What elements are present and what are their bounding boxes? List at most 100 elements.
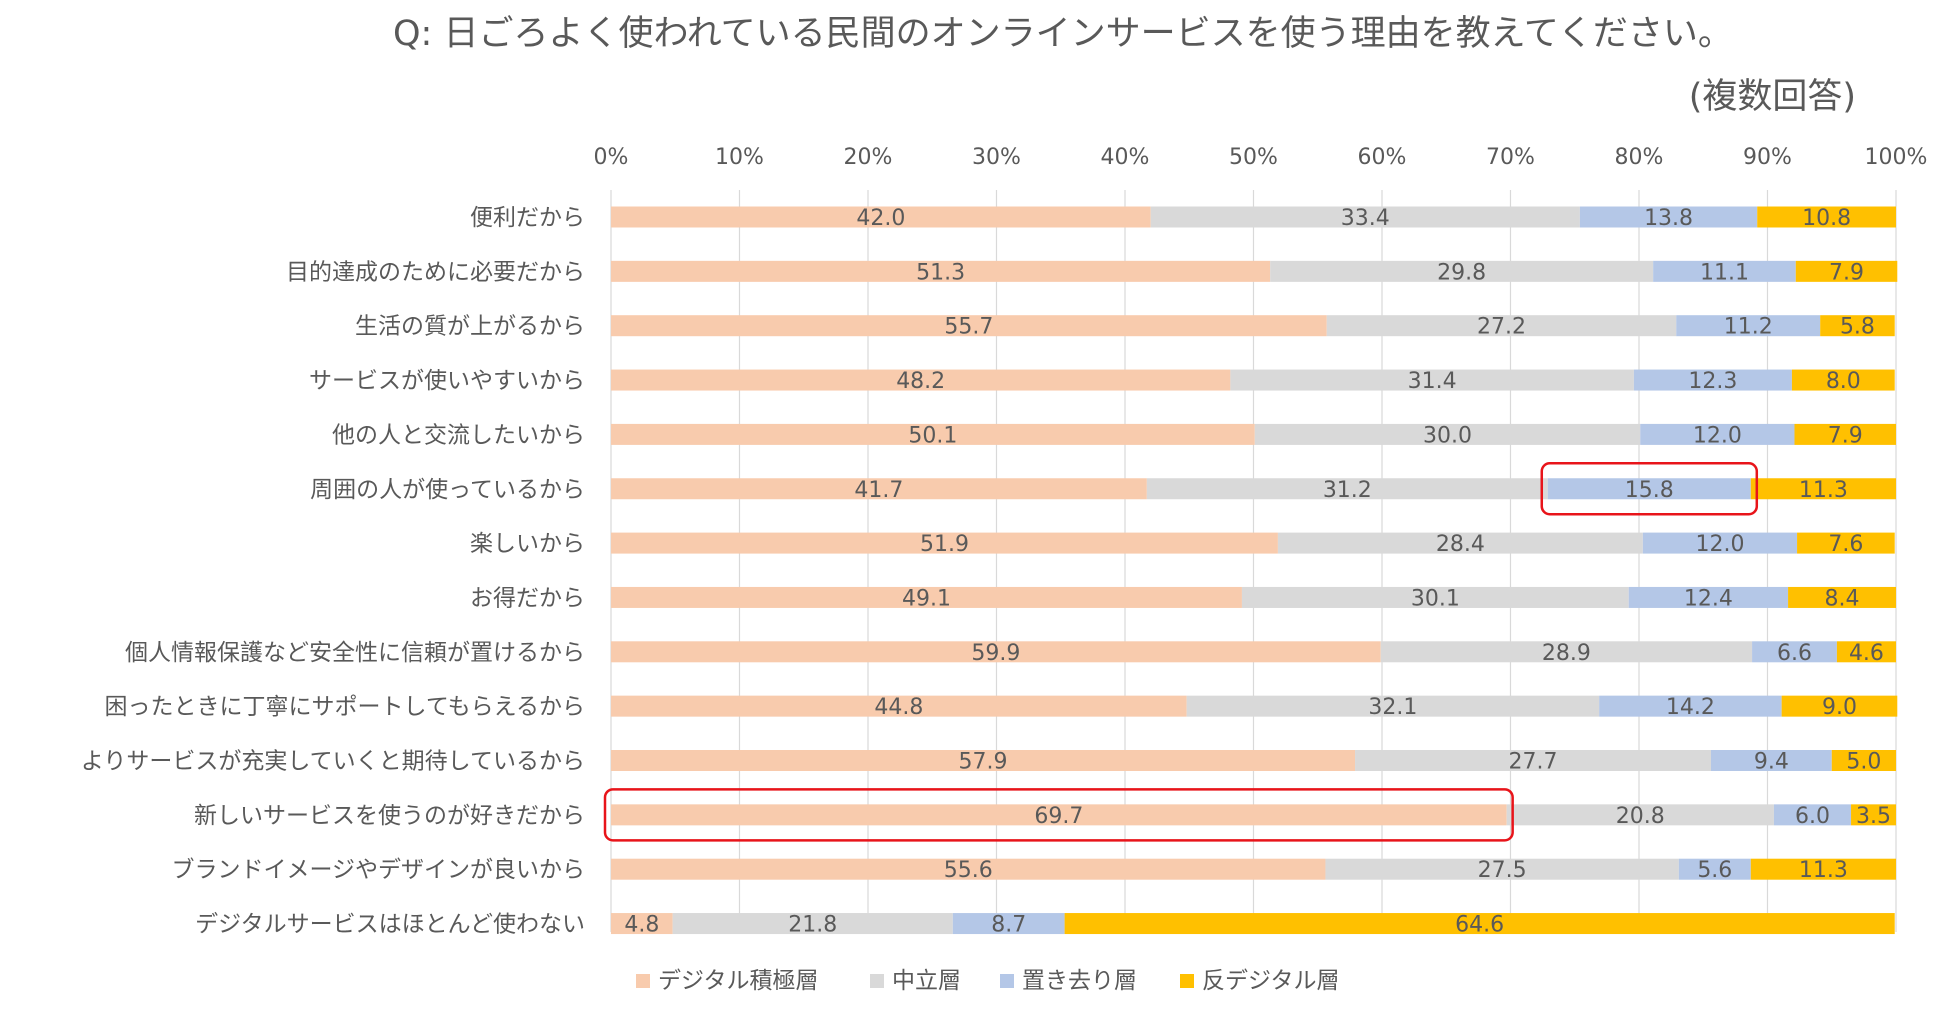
data-label: 30.1 [1411,586,1460,611]
legend-swatch [870,974,884,988]
legend: デジタル積極層 中立層 置き去り層 反デジタル層 [636,968,1340,994]
bar-segment [611,260,1271,282]
x-tick-label: 70% [1486,145,1535,170]
data-label: 12.4 [1684,586,1733,611]
bar-segment [1642,532,1798,554]
bar-segment [1773,804,1852,826]
data-label: 49.1 [902,586,951,611]
data-label: 27.7 [1508,750,1557,775]
bar-segment [611,858,1326,880]
bar-segment [1186,695,1600,717]
x-axis-ticks: 0% 10% 20% 30% 40% 50% 60% 70% 80% 90% 100% [594,145,1928,170]
data-label: 33.4 [1341,206,1390,231]
bar-segment [1270,260,1654,282]
data-label: 13.8 [1644,206,1693,231]
legend-swatch [1180,974,1194,988]
bar-segment [611,750,1356,771]
data-label: 42.0 [856,206,905,231]
data-label: 7.6 [1828,532,1863,557]
legend-swatch [1000,974,1014,988]
x-tick-label: 30% [972,145,1021,170]
bar-segment [1380,641,1753,663]
data-label: 7.9 [1828,423,1863,448]
data-label: 32.1 [1368,695,1417,720]
bar-segment [611,913,673,935]
legend-swatch [636,974,650,988]
bar-segment [611,532,1278,554]
data-label: 51.3 [916,260,965,285]
bar-segment [1678,858,1751,880]
category-label: デジタルサービスはほとんど使わない [195,912,585,938]
highlight-box [603,788,1514,842]
legend-label: 中立層 [892,968,961,994]
bar-segment [1676,315,1821,337]
bar-segment [1781,695,1898,717]
data-label: 7.9 [1829,260,1864,285]
category-label: サービスが使いやすいから [309,368,585,394]
bar-segment [1710,750,1832,771]
chart-subtitle: (複数回答) [1689,77,1856,117]
data-labels: 42.0 33.4 13.8 10.8 51.3 29.8 11.1 7.9 55.7 27.2 1… [624,206,1891,938]
category-label: お得だから [470,585,585,611]
bar-segment [672,913,953,935]
bar-segment [611,423,1255,445]
bar-segment [1230,369,1634,391]
bar-segment [611,641,1381,663]
x-tick-label: 40% [1101,145,1150,170]
data-label: 8.0 [1826,369,1861,394]
category-label: よりサービスが充実していくと期待しているから [81,749,585,775]
data-label: 6.6 [1777,641,1812,666]
data-label: 11.3 [1799,478,1848,503]
data-label: 10.8 [1802,206,1851,231]
bar-segment [611,206,1151,228]
bar-segment [1788,586,1896,608]
data-label: 27.2 [1477,315,1526,340]
bar-segment [1547,478,1751,500]
x-tick-label: 0% [594,145,629,170]
bar-segment [1579,206,1758,228]
x-tick-label: 60% [1358,145,1407,170]
data-label: 14.2 [1666,695,1715,720]
category-label: 新しいサービスを使うのが好きだから [194,803,585,829]
bars [611,206,1898,935]
data-label: 50.1 [908,423,957,448]
data-label: 4.8 [624,913,659,938]
category-label: 便利だから [470,205,585,231]
data-label: 28.9 [1542,641,1591,666]
data-label: 4.6 [1849,641,1884,666]
data-label: 29.8 [1437,260,1486,285]
data-label: 30.0 [1423,423,1472,448]
bar-segment [1599,695,1782,717]
data-label: 27.5 [1478,858,1527,883]
bar-segment [1752,641,1837,663]
data-label: 12.3 [1688,369,1737,394]
data-label: 9.0 [1822,695,1857,720]
data-label: 64.6 [1455,913,1504,938]
bar-segment [1795,260,1898,282]
data-label: 5.8 [1840,315,1875,340]
x-tick-label: 50% [1229,145,1278,170]
data-label: 8.4 [1825,586,1860,611]
x-tick-label: 90% [1743,145,1792,170]
category-label: 個人情報保護など安全性に信頼が置けるから [125,640,585,666]
bar-segment [1831,750,1896,771]
bar-segment [611,478,1147,500]
data-label: 31.2 [1323,478,1372,503]
data-label: 12.0 [1695,532,1744,557]
x-tick-label: 100% [1865,145,1928,170]
data-label: 8.7 [991,913,1026,938]
legend-label: 反デジタル層 [1202,968,1340,994]
bar-segment [1750,478,1896,500]
category-label: 生活の質が上がるから [355,314,585,340]
data-label: 55.7 [944,315,993,340]
bar-segment [1836,641,1896,663]
category-label: 他の人と交流したいから [332,422,585,448]
bar-segment [611,695,1187,717]
data-label: 20.8 [1616,804,1665,829]
bar-segment [1325,858,1679,880]
data-label: 5.6 [1697,858,1732,883]
data-label: 48.2 [896,369,945,394]
category-label: 目的達成のために必要だから [286,259,585,285]
bar-segment [1241,586,1629,608]
